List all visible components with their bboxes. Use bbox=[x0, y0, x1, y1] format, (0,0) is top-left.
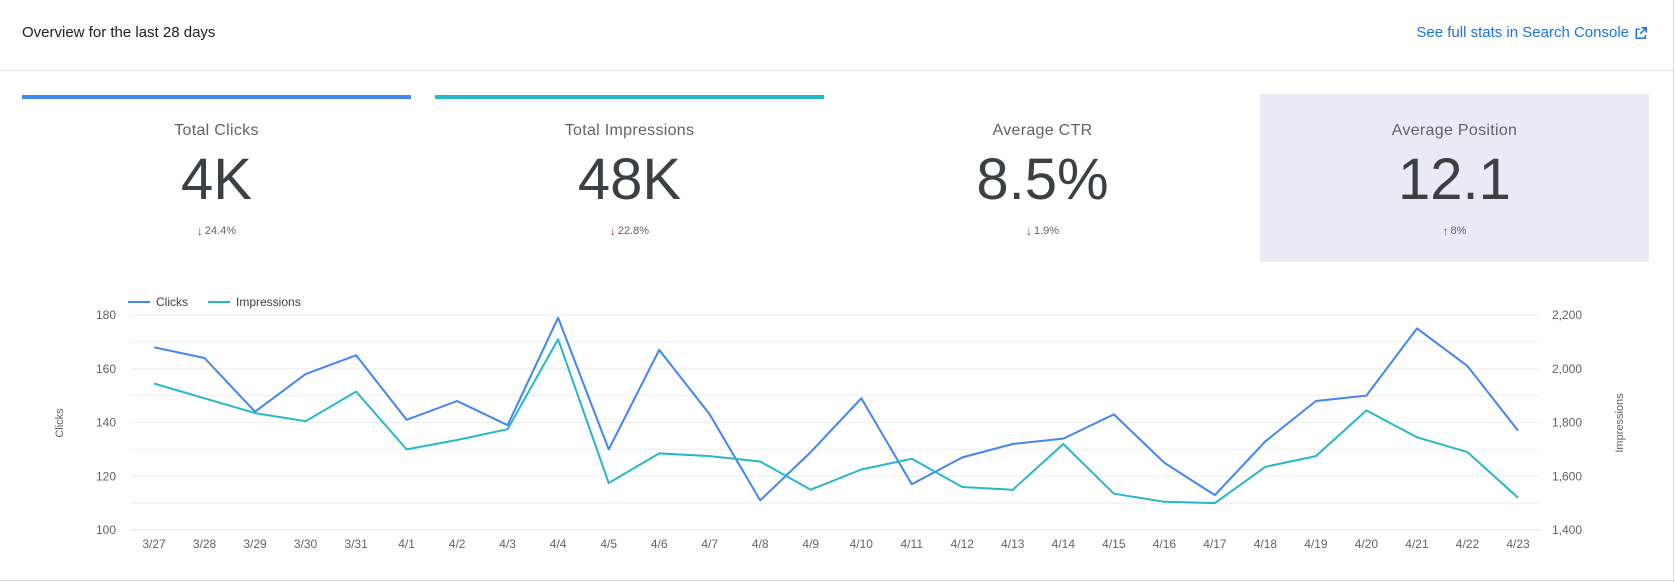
series-line-clicks bbox=[153, 316, 1519, 502]
metric-card-color-bar bbox=[22, 95, 411, 99]
x-tick-label: 4/12 bbox=[951, 537, 975, 551]
metric-cards: Total Clicks 4K ↓ 24.4% Total Impression… bbox=[0, 94, 1675, 262]
x-tick-label: 4/17 bbox=[1203, 537, 1227, 551]
x-tick-label: 4/14 bbox=[1052, 537, 1076, 551]
panel-bottom-border bbox=[0, 580, 1675, 581]
metric-delta-value: 24.4% bbox=[204, 225, 237, 237]
x-tick-label: 4/8 bbox=[752, 537, 769, 551]
metric-delta: ↑ 8% bbox=[1260, 225, 1649, 237]
metric-card-total-clicks[interactable]: Total Clicks 4K ↓ 24.4% bbox=[22, 94, 411, 262]
y-tick-label: 120 bbox=[96, 469, 116, 483]
x-tick-label: 4/20 bbox=[1355, 537, 1379, 551]
series-line-impressions bbox=[153, 338, 1519, 505]
metric-value: 48K bbox=[577, 147, 682, 212]
metric-delta-value: 8% bbox=[1450, 225, 1467, 237]
arrow-down-icon: ↓ bbox=[196, 224, 203, 238]
x-tick-label: 4/4 bbox=[550, 537, 567, 551]
legend-label: Impressions bbox=[236, 295, 301, 309]
arrow-up-icon: ↑ bbox=[1442, 224, 1449, 238]
x-tick-label: 4/19 bbox=[1304, 537, 1328, 551]
panel-title: Overview for the last 28 days bbox=[22, 24, 216, 41]
metric-label: Average CTR bbox=[992, 122, 1093, 139]
x-tick-label: 4/5 bbox=[600, 537, 617, 551]
x-tick-label: 4/3 bbox=[499, 537, 516, 551]
x-tick-label: 4/11 bbox=[901, 537, 924, 551]
x-tick-label: 4/23 bbox=[1506, 537, 1530, 551]
legend-label: Clicks bbox=[156, 295, 188, 309]
y2-tick-label: 1,400 bbox=[1552, 523, 1582, 537]
performance-chart: 100 120 140 160 180 1,400 1,600 1,800 2,000 2,200… bbox=[54, 295, 1626, 551]
x-tick-label: 3/31 bbox=[344, 537, 368, 551]
y-tick-label: 160 bbox=[96, 362, 116, 376]
metric-label: Average Position bbox=[1391, 122, 1518, 139]
x-tick-label: 4/2 bbox=[449, 537, 466, 551]
metric-card-total-impressions[interactable]: Total Impressions 48K ↓ 22.8% bbox=[435, 94, 824, 262]
y-tick-label: 140 bbox=[96, 416, 116, 430]
x-tick-label: 4/9 bbox=[802, 537, 819, 551]
x-tick-label: 3/30 bbox=[294, 537, 318, 551]
metric-card-color-bar bbox=[435, 95, 824, 99]
metric-delta: ↓ 1.9% bbox=[848, 225, 1237, 237]
panel-right-border bbox=[1673, 0, 1674, 582]
metric-value: 8.5% bbox=[976, 147, 1109, 212]
x-tick-label: 4/15 bbox=[1102, 537, 1126, 551]
x-tick-label: 4/13 bbox=[1001, 537, 1025, 551]
metric-card-color-bar bbox=[1260, 95, 1649, 99]
search-console-link[interactable]: See full stats in Search Console bbox=[1416, 24, 1648, 41]
x-tick-label: 4/22 bbox=[1456, 537, 1480, 551]
metric-label: Total Impressions bbox=[564, 122, 695, 139]
metric-delta: ↓ 24.4% bbox=[22, 225, 411, 237]
x-tick-label: 4/21 bbox=[1405, 537, 1429, 551]
metric-value: 4K bbox=[181, 147, 252, 212]
metric-delta-value: 22.8% bbox=[617, 225, 650, 237]
arrow-down-icon: ↓ bbox=[609, 224, 616, 238]
x-tick-label: 4/1 bbox=[398, 537, 415, 551]
external-link-icon bbox=[1635, 26, 1647, 39]
y2-tick-label: 2,200 bbox=[1552, 308, 1582, 322]
x-tick-label: 3/27 bbox=[142, 537, 166, 551]
y-tick-label: 180 bbox=[96, 308, 116, 322]
x-tick-label: 4/10 bbox=[850, 537, 874, 551]
x-tick-label: 3/28 bbox=[193, 537, 217, 551]
x-tick-label: 3/29 bbox=[243, 537, 267, 551]
metric-label: Total Clicks bbox=[174, 122, 259, 139]
arrow-down-icon: ↓ bbox=[1025, 224, 1032, 238]
metric-card-average-position[interactable]: Average Position 12.1 ↑ 8% bbox=[1260, 94, 1649, 262]
y2-axis-title: Impressions bbox=[1614, 393, 1626, 453]
panel-header: Overview for the last 28 days See full s… bbox=[0, 0, 1673, 71]
metric-delta: ↓ 22.8% bbox=[435, 225, 824, 237]
metric-card-average-ctr[interactable]: Average CTR 8.5% ↓ 1.9% bbox=[848, 94, 1237, 262]
y-axis-title: Clicks bbox=[54, 408, 66, 438]
x-tick-label: 4/18 bbox=[1254, 537, 1278, 551]
metric-card-color-bar bbox=[848, 95, 1237, 99]
y-tick-label: 100 bbox=[96, 523, 116, 537]
x-tick-label: 4/7 bbox=[701, 537, 718, 551]
x-tick-label: 4/6 bbox=[651, 537, 668, 551]
metric-value: 12.1 bbox=[1398, 147, 1511, 212]
x-tick-label: 4/16 bbox=[1153, 537, 1177, 551]
y2-tick-label: 2,000 bbox=[1552, 362, 1582, 376]
y2-tick-label: 1,800 bbox=[1552, 416, 1582, 430]
search-console-link-label: See full stats in Search Console bbox=[1416, 24, 1629, 41]
y2-tick-label: 1,600 bbox=[1552, 469, 1582, 483]
metric-delta-value: 1.9% bbox=[1033, 225, 1060, 237]
